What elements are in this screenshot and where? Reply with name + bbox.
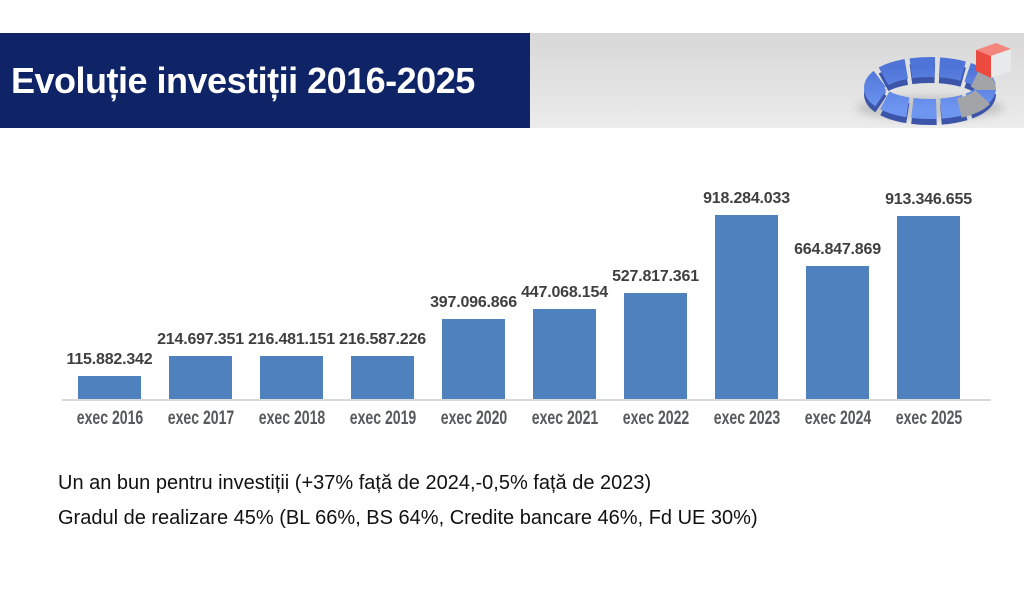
bar-group-exec-2016: 115.882.342 exec 2016 <box>67 195 153 429</box>
axis-category-label: exec 2018 <box>247 408 337 430</box>
slide-notes: Un an bun pentru investiții (+37% față d… <box>58 466 758 536</box>
bar-value-label: 918.284.033 <box>703 190 790 207</box>
bar <box>260 356 323 399</box>
bar-value-label: 216.481.151 <box>248 331 335 348</box>
bar-chart: 115.882.342 exec 2016 214.697.351 exec 2017… <box>62 190 991 429</box>
axis-category-text: exec 2021 <box>531 408 598 429</box>
slide-title: Evoluție investiții 2016-2025 <box>11 59 475 101</box>
axis-category-text: exec 2024 <box>804 408 871 429</box>
axis-category-label: exec 2019 <box>338 408 428 430</box>
bar-group-exec-2018: 216.481.151 exec 2018 <box>248 195 335 429</box>
bar <box>624 293 687 399</box>
bar-group-exec-2023: 918.284.033 exec 2023 <box>703 190 790 429</box>
bar-value-label: 447.068.154 <box>521 284 608 301</box>
axis-category-label: exec 2021 <box>520 408 610 430</box>
bar-value-label: 664.847.869 <box>794 241 881 258</box>
red-cube-icon <box>976 43 1011 78</box>
axis-category-label: exec 2025 <box>884 408 974 430</box>
bar-group-exec-2022: 527.817.361 exec 2022 <box>612 195 699 429</box>
bar <box>78 376 141 399</box>
slide-title-banner: Evoluție investiții 2016-2025 <box>0 33 530 128</box>
bar <box>351 356 414 399</box>
axis-category-label: exec 2016 <box>65 408 155 430</box>
header-photo-strip <box>530 33 1024 128</box>
axis-category-text: exec 2019 <box>349 408 416 429</box>
bar <box>806 266 869 399</box>
bar-group-exec-2025: 913.346.655 exec 2025 <box>885 191 972 429</box>
bar <box>169 356 232 399</box>
axis-category-text: exec 2016 <box>76 408 143 429</box>
axis-category-label: exec 2024 <box>793 408 883 430</box>
bar-group-exec-2024: 664.847.869 exec 2024 <box>794 195 881 429</box>
bar-group-exec-2017: 214.697.351 exec 2017 <box>157 195 244 429</box>
bar-group-exec-2020: 397.096.866 exec 2020 <box>430 195 517 429</box>
bar <box>715 215 778 399</box>
bar-value-label: 115.882.342 <box>66 351 153 368</box>
bar <box>897 216 960 399</box>
bar-value-label: 216.587.226 <box>339 331 426 348</box>
bar-group-exec-2019: 216.587.226 exec 2019 <box>339 195 426 429</box>
axis-category-label: exec 2017 <box>156 408 246 430</box>
note-investments: Un an bun pentru investiții (+37% față d… <box>58 472 652 494</box>
bar-value-label: 214.697.351 <box>157 331 244 348</box>
note-realization: Gradul de realizare 45% (BL 66%, BS 64%,… <box>58 507 758 529</box>
axis-category-text: exec 2022 <box>622 408 689 429</box>
donut-segments-3d-icon <box>856 43 1011 125</box>
axis-category-label: exec 2020 <box>429 408 519 430</box>
axis-category-text: exec 2017 <box>167 408 234 429</box>
bar <box>442 319 505 399</box>
bar-value-label: 913.346.655 <box>885 191 972 208</box>
gray-segment-shape <box>864 59 996 121</box>
bar-value-label: 527.817.361 <box>612 268 699 285</box>
axis-category-text: exec 2018 <box>258 408 325 429</box>
axis-category-text: exec 2020 <box>440 408 507 429</box>
bar-value-label: 397.096.866 <box>430 294 517 311</box>
axis-category-text: exec 2023 <box>713 408 780 429</box>
axis-category-label: exec 2022 <box>611 408 701 430</box>
bar <box>533 309 596 399</box>
header-band: Evoluție investiții 2016-2025 <box>0 33 1024 128</box>
bar-group-exec-2021: 447.068.154 exec 2021 <box>521 195 608 429</box>
axis-category-text: exec 2025 <box>895 408 962 429</box>
axis-category-label: exec 2023 <box>702 408 792 430</box>
